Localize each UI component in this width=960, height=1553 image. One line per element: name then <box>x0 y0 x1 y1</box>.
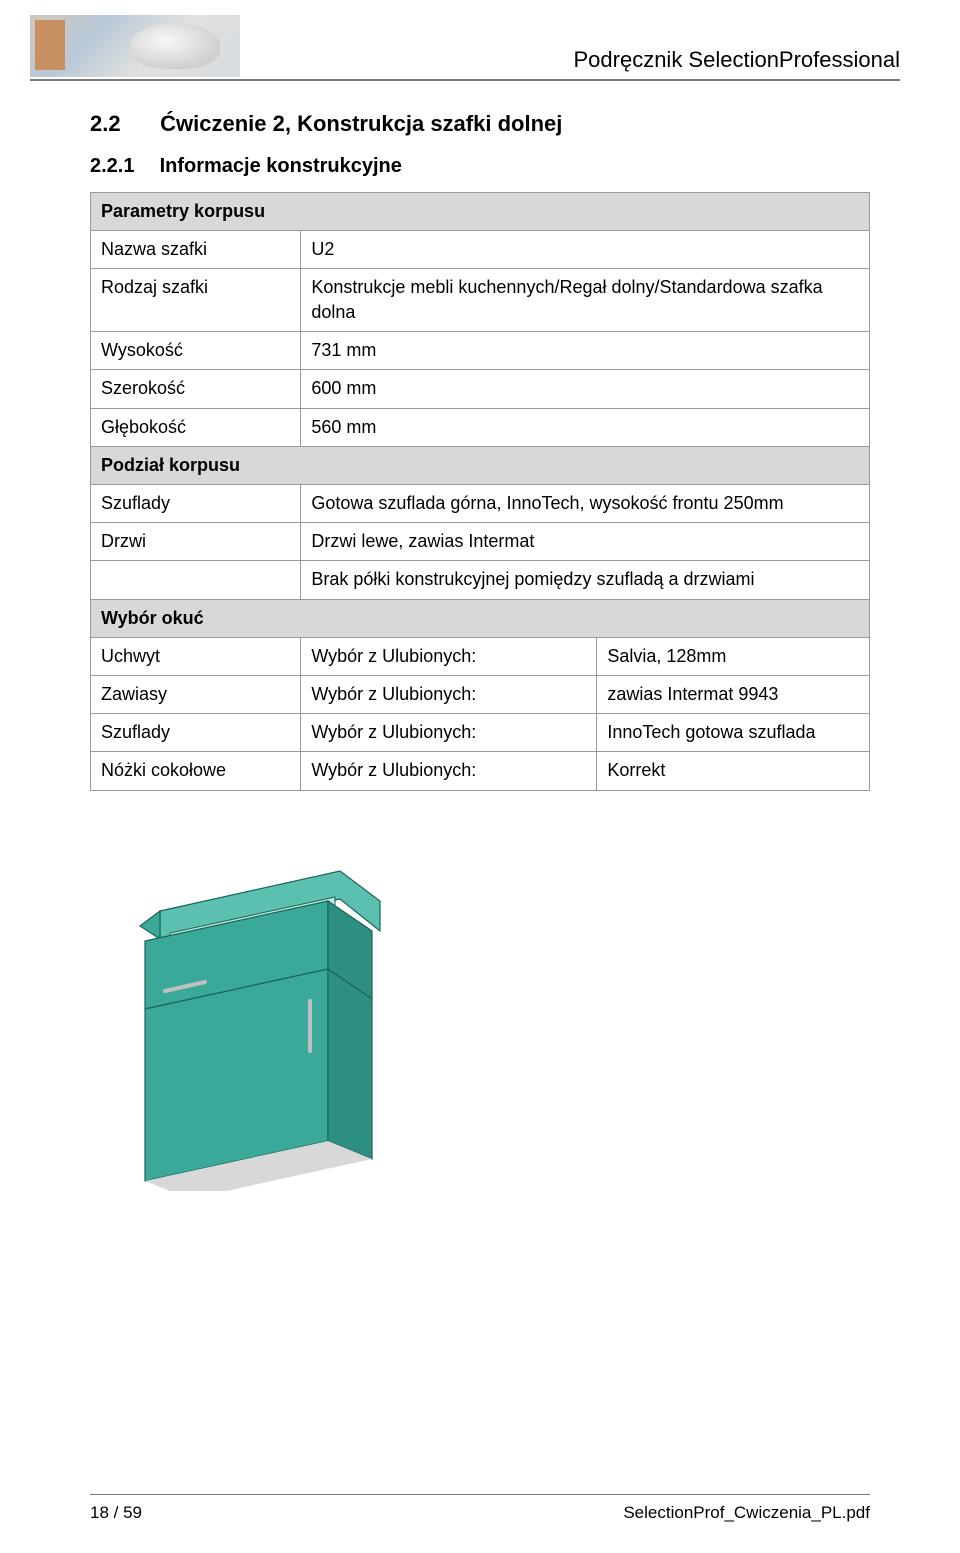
cell-label: Szuflady <box>91 485 301 523</box>
table-row: Brak półki konstrukcyjnej pomiędzy szufl… <box>91 561 870 599</box>
page-content: 2.2 Ćwiczenie 2, Konstrukcja szafki doln… <box>0 81 960 1196</box>
cell-label: Głębokość <box>91 408 301 446</box>
cell-value: Gotowa szuflada górna, InnoTech, wysokoś… <box>301 485 870 523</box>
cell-label: Rodzaj szafki <box>91 268 301 331</box>
subsection-title: Informacje konstrukcyjne <box>160 155 402 177</box>
page-header: Podręcznik SelectionProfessional <box>0 0 960 79</box>
cabinet-figure <box>90 841 870 1196</box>
cell-mid: Wybór z Ulubionych: <box>301 675 597 713</box>
group-header-podzial: Podział korpusu <box>91 446 870 484</box>
cell-label <box>91 561 301 599</box>
page-footer: 18 / 59 SelectionProf_Cwiczenia_PL.pdf <box>0 1494 960 1524</box>
cell-value: 600 mm <box>301 370 870 408</box>
table-row: Nazwa szafki U2 <box>91 230 870 268</box>
table-row: Szuflady Gotowa szuflada górna, InnoTech… <box>91 485 870 523</box>
cell-label: Szuflady <box>91 714 301 752</box>
spec-table: Parametry korpusu Nazwa szafki U2 Rodzaj… <box>90 192 870 791</box>
cell-label: Szerokość <box>91 370 301 408</box>
cell-label: Nazwa szafki <box>91 230 301 268</box>
cell-label: Zawiasy <box>91 675 301 713</box>
table-row: Parametry korpusu <box>91 192 870 230</box>
cell-label: Wysokość <box>91 332 301 370</box>
cell-value: Brak półki konstrukcyjnej pomiędzy szufl… <box>301 561 870 599</box>
cell-mid: Wybór z Ulubionych: <box>301 637 597 675</box>
cell-value: Konstrukcje mebli kuchennych/Regał dolny… <box>301 268 870 331</box>
table-row: Wysokość 731 mm <box>91 332 870 370</box>
table-row: Podział korpusu <box>91 446 870 484</box>
cell-value: zawias Intermat 9943 <box>597 675 870 713</box>
table-row: Wybór okuć <box>91 599 870 637</box>
table-row: Głębokość 560 mm <box>91 408 870 446</box>
cell-value: Drzwi lewe, zawias Intermat <box>301 523 870 561</box>
table-row: Szerokość 600 mm <box>91 370 870 408</box>
section-title: Ćwiczenie 2, Konstrukcja szafki dolnej <box>160 111 562 136</box>
page-number: 18 / 59 <box>90 1503 142 1523</box>
header-title: Podręcznik SelectionProfessional <box>240 47 900 77</box>
table-row: Drzwi Drzwi lewe, zawias Intermat <box>91 523 870 561</box>
file-name: SelectionProf_Cwiczenia_PL.pdf <box>623 1503 870 1523</box>
cell-value: InnoTech gotowa szuflada <box>597 714 870 752</box>
header-banner-image <box>30 15 240 77</box>
table-row: Zawiasy Wybór z Ulubionych: zawias Inter… <box>91 675 870 713</box>
cell-value: 731 mm <box>301 332 870 370</box>
cell-label: Uchwyt <box>91 637 301 675</box>
group-header-parametry: Parametry korpusu <box>91 192 870 230</box>
table-row: Rodzaj szafki Konstrukcje mebli kuchenny… <box>91 268 870 331</box>
section-number: 2.2 <box>90 111 154 137</box>
cell-value: Salvia, 128mm <box>597 637 870 675</box>
section-heading: 2.2 Ćwiczenie 2, Konstrukcja szafki doln… <box>90 111 870 137</box>
cell-label: Nóżki cokołowe <box>91 752 301 790</box>
cell-mid: Wybór z Ulubionych: <box>301 714 597 752</box>
group-header-wybor: Wybór okuć <box>91 599 870 637</box>
cell-value: Korrekt <box>597 752 870 790</box>
cell-mid: Wybór z Ulubionych: <box>301 752 597 790</box>
subsection-number: 2.2.1 <box>90 155 154 178</box>
table-row: Szuflady Wybór z Ulubionych: InnoTech go… <box>91 714 870 752</box>
cell-label: Drzwi <box>91 523 301 561</box>
cabinet-3d-icon <box>110 841 410 1191</box>
cell-value: 560 mm <box>301 408 870 446</box>
cell-value: U2 <box>301 230 870 268</box>
table-row: Uchwyt Wybór z Ulubionych: Salvia, 128mm <box>91 637 870 675</box>
subsection-heading: 2.2.1 Informacje konstrukcyjne <box>90 155 870 178</box>
table-row: Nóżki cokołowe Wybór z Ulubionych: Korre… <box>91 752 870 790</box>
